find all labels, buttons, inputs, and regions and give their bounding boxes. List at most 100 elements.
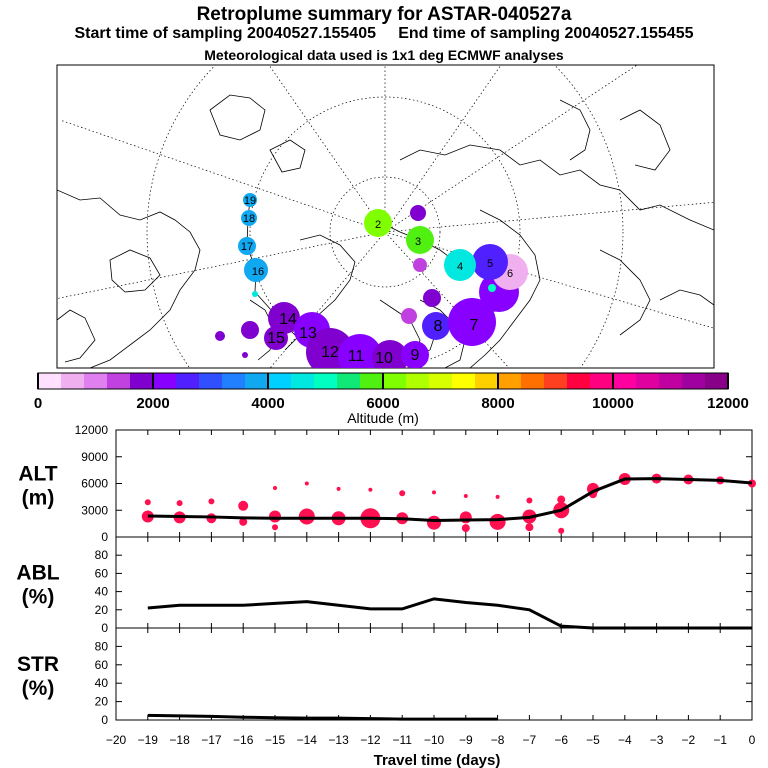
y-tick-label: 20 — [95, 603, 109, 617]
cluster-day10 — [401, 341, 429, 368]
y-axis-unit: (m) — [22, 487, 55, 510]
colorbar-swatch — [498, 373, 522, 389]
y-axis-unit: (%) — [22, 586, 55, 609]
cluster-day15c — [401, 308, 417, 324]
colorbar-swatch — [636, 373, 660, 389]
cluster-day9 — [422, 312, 450, 340]
y-tick-label: 20 — [95, 695, 109, 709]
cluster-day5 — [444, 249, 476, 281]
colorbar-swatch — [337, 373, 361, 389]
plume-label-15: 15 — [267, 330, 285, 347]
y-axis-label: ALT — [18, 463, 57, 486]
plume-label-12: 12 — [321, 344, 339, 361]
cluster-small-b — [242, 352, 248, 358]
y-tick-label: 40 — [95, 676, 109, 690]
colorbar-ticks: 0 2000 4000 6000 8000 10000 12000 — [34, 373, 749, 412]
plume-mass-point — [269, 510, 281, 523]
plume-mass-point — [238, 500, 249, 511]
plume-label-17: 17 — [241, 241, 253, 253]
colorbar-swatch — [613, 373, 637, 389]
plume-mass-point — [558, 527, 565, 534]
x-tick-label: −18 — [169, 733, 190, 747]
y-tick-label: 80 — [95, 639, 109, 653]
colorbar-swatch — [176, 373, 200, 389]
x-tick-label: −3 — [650, 733, 664, 747]
x-tick-label: −12 — [360, 733, 381, 747]
plume-mass-point — [461, 524, 470, 533]
cluster-day19 — [243, 193, 257, 207]
colorbar-swatch — [682, 373, 706, 389]
start-time-label: Start time of sampling 20040527.155405 — [74, 25, 377, 42]
plume-label-19: 19 — [244, 195, 256, 207]
cluster-small-d — [488, 284, 496, 292]
y-axis-label: STR — [17, 653, 59, 676]
y-tick-label: 0 — [101, 621, 108, 635]
x-tick-label: 0 — [749, 733, 756, 747]
plume-label-16: 16 — [252, 266, 264, 278]
cluster-day8 — [448, 298, 496, 346]
x-tick-label: −20 — [106, 733, 127, 747]
alt-panel: 0 3000 6000 9000 12000 ALT(m) — [18, 423, 756, 544]
plume-mass-point — [272, 524, 278, 531]
plume-label-2: 2 — [375, 219, 381, 231]
panel-frame — [115, 536, 753, 629]
cluster-day1 — [410, 205, 426, 221]
str-line — [147, 713, 498, 721]
plume-mass-point — [432, 490, 436, 495]
plume-mass-point — [239, 517, 248, 526]
colorbar-tick-label: 4000 — [251, 395, 284, 412]
colorbar-tick-label: 2000 — [136, 395, 169, 412]
colorbar-swatch — [452, 373, 476, 389]
y-tick-label: 12000 — [75, 423, 109, 437]
x-axis-label: Travel time (days) — [374, 752, 501, 768]
chart-title: Retroplume summary for ASTAR-040527a — [196, 4, 572, 25]
cluster-small-a — [215, 331, 225, 341]
colorbar-swatch — [222, 373, 246, 389]
x-tick-label: −14 — [297, 733, 318, 747]
x-tick-label: −1 — [713, 733, 727, 747]
panel-frame — [115, 627, 753, 721]
colorbar-swatch — [590, 373, 614, 389]
plume-mass-point — [336, 486, 341, 491]
x-tick-label: −4 — [618, 733, 632, 747]
colorbar-swatch — [314, 373, 338, 389]
colorbar-tick-label: 10000 — [592, 395, 634, 412]
plume-clusters — [215, 193, 528, 368]
colorbar-swatch — [475, 373, 499, 389]
colorbar-swatch — [84, 373, 108, 389]
plume-label-6: 6 — [507, 268, 513, 280]
plume-mass-point — [144, 499, 151, 506]
colorbar-label: Altitude (m) — [347, 410, 419, 426]
colorbar-swatch — [659, 373, 683, 389]
cluster-day14b — [423, 289, 441, 307]
cluster-day2b — [413, 258, 427, 272]
cluster-day12 — [338, 334, 382, 368]
x-tick-label: −19 — [138, 733, 159, 747]
y-tick-label: 40 — [95, 585, 109, 599]
colorbar-swatch — [521, 373, 545, 389]
cluster-day16 — [244, 258, 268, 282]
cluster-day18 — [241, 210, 257, 226]
colorbar-swatch — [130, 373, 154, 389]
x-tick-label: −6 — [554, 733, 568, 747]
cluster-day3 — [364, 209, 392, 237]
cluster-day11 — [372, 340, 408, 368]
y-tick-label: 0 — [101, 713, 108, 727]
colorbar-swatch — [705, 373, 729, 389]
meteo-data-note: Meteorological data used is 1x1 deg ECMW… — [204, 47, 564, 63]
colorbar-swatch — [61, 373, 85, 389]
cluster-small-c — [252, 291, 258, 297]
colorbar-swatch — [567, 373, 591, 389]
y-tick-label: 6000 — [81, 477, 108, 491]
x-tick-label: −2 — [682, 733, 696, 747]
cluster-day15b — [268, 302, 300, 334]
plume-mass-point — [427, 515, 441, 530]
cluster-day4 — [406, 226, 434, 254]
plume-mass-point — [525, 523, 534, 532]
plume-label-7: 7 — [470, 317, 479, 334]
sampling-times: Start time of sampling 20040527.155405 E… — [0, 25, 768, 43]
plume-mass-point — [557, 495, 566, 504]
x-tick-label: −5 — [586, 733, 600, 747]
x-tick-label: −9 — [459, 733, 473, 747]
